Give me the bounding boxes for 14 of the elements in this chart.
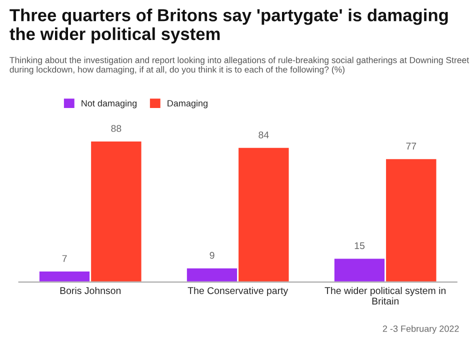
data-label: 88 [111,125,122,132]
x-tick-label: The wider political system in Britain [324,286,446,305]
legend-label: Not damaging [82,100,137,108]
data-label: 84 [258,131,269,138]
data-label: 77 [406,142,416,150]
chart-title: Three quarters of Britons say 'partygate' is damaging the wider political system [10,8,448,44]
x-tick-label: Boris Johnson [60,286,121,294]
chart-subtitle: Thinking about the investigation and report looking into allegations of rule-breaking social gatherings at Downing Street during lockdown, how damaging, if at all, do you think it is to each of the following? (%) [10,56,470,74]
data-label: 7 [62,255,67,262]
legend-label: Damaging [168,100,208,108]
data-label: 15 [354,242,365,250]
data-label: 9 [210,252,214,259]
text: 2 -3 February 2022 [382,325,459,334]
x-tick-label: The Conservative party [188,286,288,296]
